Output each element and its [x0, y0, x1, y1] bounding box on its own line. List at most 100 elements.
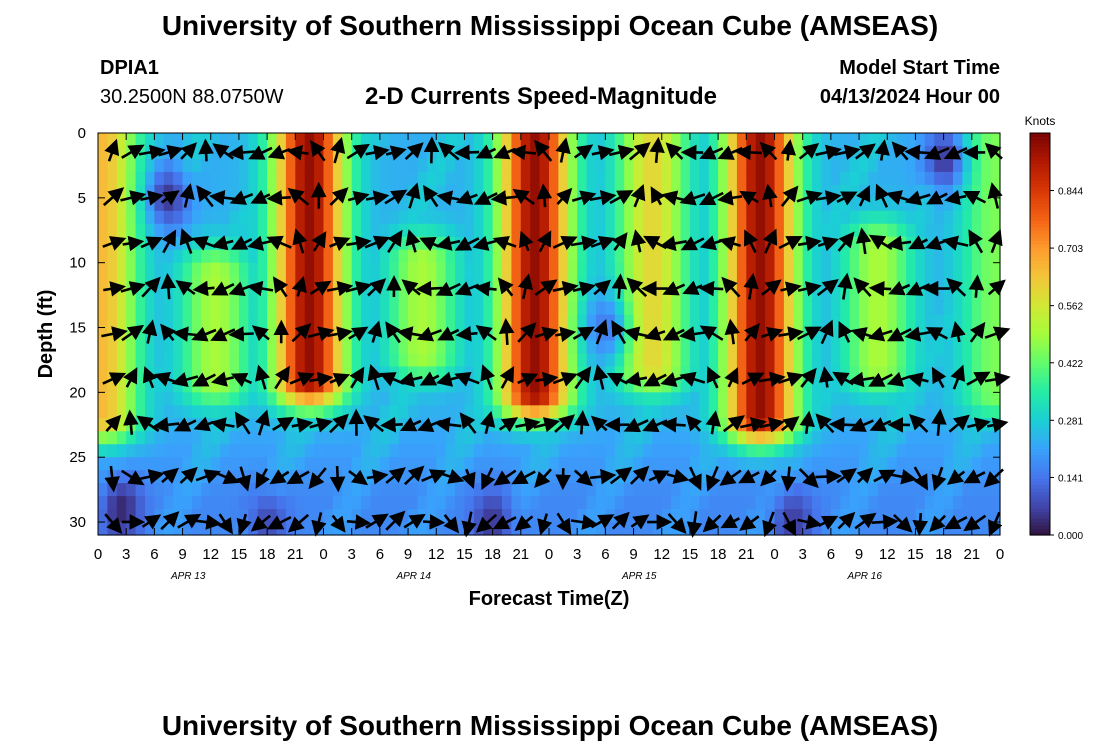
heat-cell	[633, 314, 644, 329]
heat-cell	[229, 457, 240, 471]
heat-cell	[943, 366, 954, 380]
current-arrow	[699, 325, 724, 341]
current-arrow	[648, 470, 670, 485]
heat-cell	[220, 249, 231, 264]
heat-cell	[849, 353, 860, 368]
heat-cell	[934, 249, 945, 264]
current-arrow	[121, 144, 145, 160]
colorbar-segment	[1030, 390, 1050, 395]
heat-cell	[868, 522, 879, 536]
heat-cell	[821, 457, 832, 471]
heat-cell	[924, 405, 935, 419]
heat-cell	[229, 275, 240, 290]
heat-cell	[577, 431, 588, 445]
colorbar-segment	[1030, 189, 1050, 194]
heat-cell	[877, 223, 888, 238]
heat-cell	[849, 171, 860, 186]
heat-cell	[530, 210, 541, 225]
heat-cell	[210, 262, 221, 277]
current-arrow	[517, 322, 537, 343]
heat-cell	[727, 405, 738, 419]
heat-cell	[257, 353, 268, 368]
heat-cell	[586, 379, 597, 393]
heat-cell	[774, 171, 785, 186]
heat-cell	[257, 223, 268, 238]
heat-cell	[530, 184, 541, 199]
heat-cell	[107, 509, 118, 523]
heat-cell	[971, 392, 982, 406]
heat-cell	[830, 288, 841, 303]
heat-cell	[229, 249, 240, 264]
heat-cell	[953, 405, 964, 419]
current-arrow	[480, 364, 496, 391]
heat-cell	[238, 457, 249, 471]
heat-cell	[417, 223, 428, 238]
heat-cell	[718, 223, 729, 238]
heat-cell	[201, 444, 212, 458]
heat-cell	[953, 133, 964, 147]
heat-cell	[633, 197, 644, 212]
heat-cell	[408, 405, 419, 419]
heat-cell	[859, 379, 870, 393]
current-arrow	[630, 229, 647, 253]
heat-cell	[821, 392, 832, 406]
heat-cell	[98, 171, 108, 186]
heat-cell	[502, 171, 513, 186]
current-arrow	[761, 279, 782, 296]
heat-cell	[652, 522, 663, 536]
x-tick-label: 15	[682, 546, 699, 563]
heat-cell	[191, 405, 202, 419]
current-arrow	[552, 280, 579, 297]
current-arrow	[780, 416, 800, 432]
heat-cell	[370, 340, 381, 355]
heat-cell	[116, 405, 127, 419]
heat-cell	[605, 262, 616, 277]
heat-cell	[370, 405, 381, 419]
heat-cell	[379, 314, 390, 329]
colorbar-segment	[1030, 330, 1050, 335]
heat-cell	[727, 392, 738, 406]
heat-cell	[267, 444, 278, 458]
heat-cell	[915, 353, 926, 368]
heat-cell	[276, 262, 287, 277]
current-arrow	[308, 467, 327, 490]
heat-cell	[426, 197, 437, 212]
heat-cell	[981, 327, 992, 342]
heat-cell	[549, 496, 559, 510]
heat-cell	[718, 522, 729, 536]
heat-cell	[530, 262, 541, 277]
current-arrow	[925, 327, 949, 342]
current-arrow	[385, 145, 407, 161]
heat-cell	[511, 509, 522, 523]
heat-cell	[718, 431, 729, 445]
heat-cell	[981, 210, 992, 225]
heat-cell	[154, 496, 165, 510]
x-tick-label: 9	[178, 546, 186, 563]
heat-cell	[182, 197, 193, 212]
heat-cell	[144, 353, 155, 368]
heat-cell	[793, 301, 804, 316]
heat-cell	[624, 262, 635, 277]
heat-cell	[868, 158, 879, 173]
heat-cell	[633, 158, 644, 173]
heat-cell	[389, 392, 400, 406]
heat-cell	[201, 262, 212, 277]
colorbar-segment	[1030, 384, 1050, 389]
heat-cell	[408, 249, 419, 264]
heat-cell	[924, 392, 935, 406]
heat-cell	[755, 288, 766, 303]
heat-cell	[285, 210, 296, 225]
heat-cell	[398, 288, 409, 303]
heat-cell	[361, 431, 372, 445]
heat-cell	[257, 197, 268, 212]
heat-cell	[821, 405, 832, 419]
heat-cell	[896, 353, 907, 368]
heat-cell	[595, 496, 606, 510]
heat-cell	[135, 171, 146, 186]
current-arrow	[105, 414, 122, 432]
current-arrow	[649, 136, 665, 164]
heat-cell	[887, 353, 898, 368]
heat-cell	[558, 223, 569, 238]
heat-cell	[943, 457, 954, 471]
heat-cell	[708, 210, 719, 225]
